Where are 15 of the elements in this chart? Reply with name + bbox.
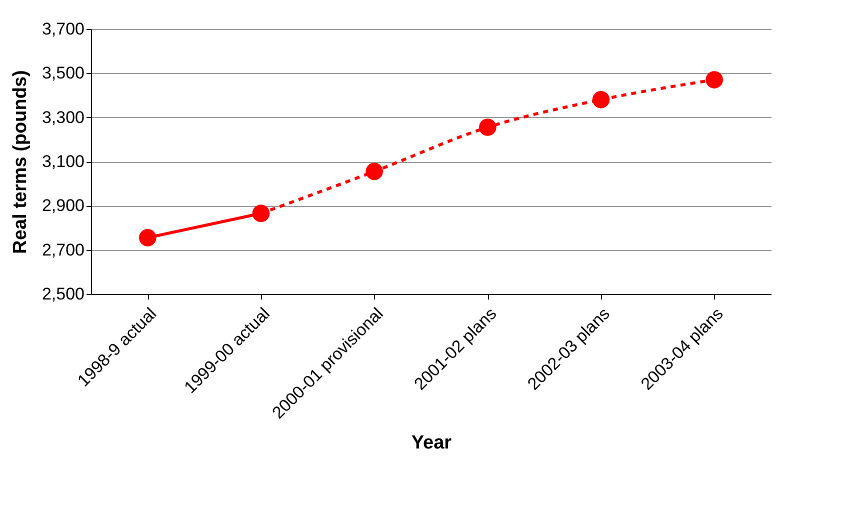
point <box>366 162 383 180</box>
point <box>706 71 723 88</box>
x-axis-title: Year <box>411 432 452 454</box>
y-tick-label: 3,100 <box>42 152 84 171</box>
point <box>139 229 156 246</box>
point <box>479 118 496 136</box>
point <box>252 204 270 222</box>
point <box>592 91 610 108</box>
y-tick-label: 2,500 <box>42 284 84 304</box>
y-tick-label: 2,700 <box>42 240 84 260</box>
y-tick-label: 3,500 <box>42 64 84 83</box>
y-tick-label: 3,300 <box>42 108 84 127</box>
y-tick-label: 2,900 <box>42 196 84 216</box>
y-tick-label: 3,700 <box>42 20 84 38</box>
y-axis-title: Real terms (pounds) <box>10 70 31 254</box>
